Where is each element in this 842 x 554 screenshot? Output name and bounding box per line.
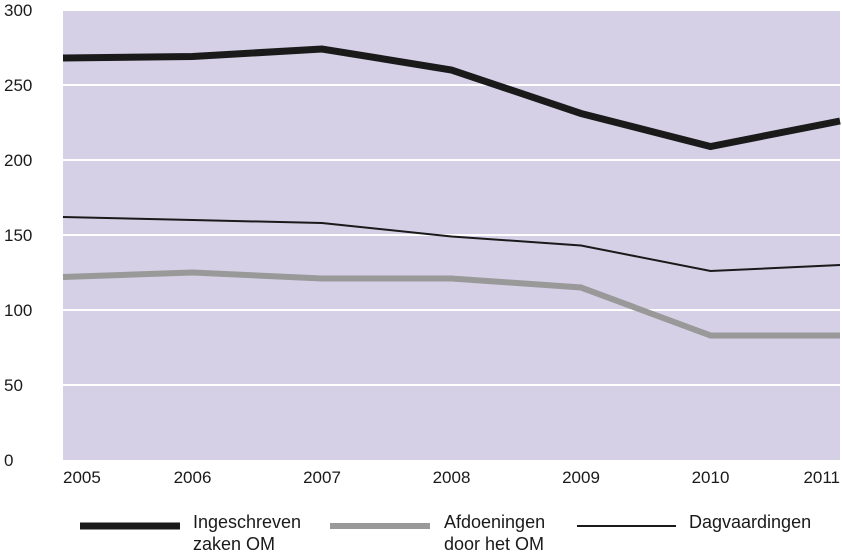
y-tick-label: 50 <box>4 376 23 395</box>
x-tick-label: 2006 <box>174 468 212 487</box>
legend-label: Afdoeningen <box>444 512 545 532</box>
legend-label: door het OM <box>444 534 544 554</box>
series-line-1 <box>62 269 840 339</box>
series-lines <box>62 45 841 339</box>
y-tick-label: 250 <box>4 76 32 95</box>
y-tick-label: 150 <box>4 226 32 245</box>
x-tick-label: 2010 <box>692 468 730 487</box>
x-tick-label: 2005 <box>63 468 101 487</box>
y-tick-label: 200 <box>4 151 32 170</box>
y-axis-tick-labels: 0 50 100 150 200 250 300 <box>4 1 32 470</box>
x-axis-tick-labels: 2005 2006 2007 2008 2009 2010 2011 <box>63 468 840 487</box>
y-tick-label: 0 <box>4 451 13 470</box>
gridlines <box>63 9 840 386</box>
series-line-0 <box>62 45 841 151</box>
legend-label: Ingeschreven <box>193 512 301 532</box>
legend-label: Dagvaardingen <box>689 512 811 532</box>
y-tick-label: 300 <box>4 1 32 20</box>
y-tick-label: 100 <box>4 301 32 320</box>
legend-label: zaken OM <box>193 534 275 554</box>
x-tick-label: 2009 <box>562 468 600 487</box>
x-tick-label: 2008 <box>433 468 471 487</box>
x-tick-label: 2007 <box>303 468 341 487</box>
series-line-2 <box>62 216 841 273</box>
x-tick-label: 2011 <box>803 468 840 487</box>
